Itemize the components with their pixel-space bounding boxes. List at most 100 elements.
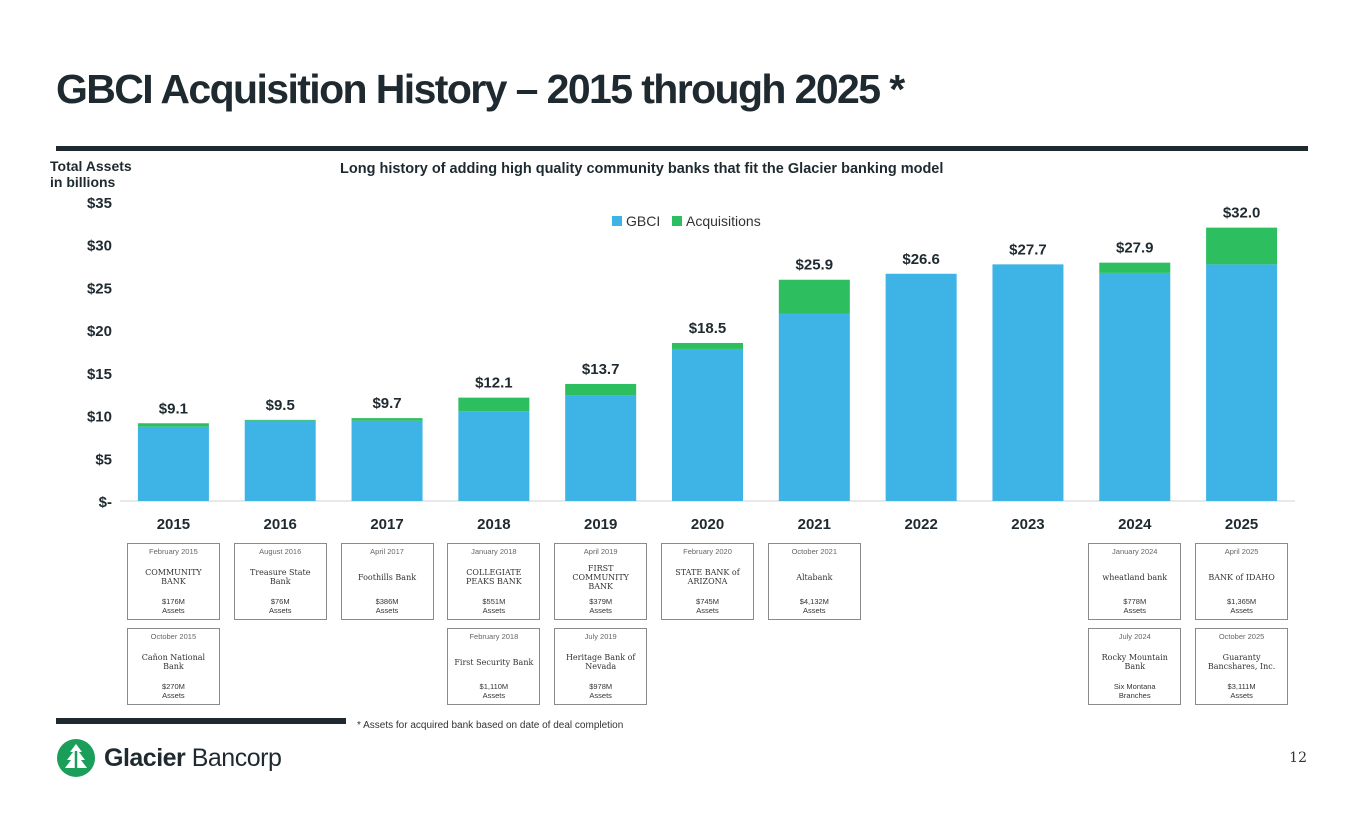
acquisition-date: October 2015 [150,632,197,641]
acquisition-date: July 2019 [584,632,617,641]
x-tick-label: 2024 [1118,516,1152,533]
acquisition-assets: $551M Assets [482,597,506,615]
chart-subtitle: Long history of adding high quality comm… [340,161,944,177]
acquired-bank-name: COMMUNITY BANK [145,568,202,586]
acquisition-card: July 2019 Heritage Bank of Nevada $978M As… [554,628,648,705]
bar-gbci [992,264,1064,501]
legend-label-gbci: GBCI [626,213,660,229]
acquired-bank-name: Treasure State Bank [250,568,311,586]
acquisition-date: July 2024 [1118,632,1151,641]
acquisition-date: February 2015 [149,547,198,556]
bar-total-label: $26.6 [902,251,940,268]
page-number: 12 [1289,750,1307,766]
brand-name-light: Bancorp [185,743,282,772]
acquisition-date: February 2018 [469,632,519,641]
glacier-mountain-icon [57,739,95,777]
y-axis-title-line2: in billions [50,174,116,190]
acquisition-card: July 2024 Rocky Mountain Bank Six Montana … [1088,628,1182,705]
acquired-bank-logo: Foothills Bank [346,562,429,592]
acquired-bank-name: Altabank [796,572,833,582]
y-tick-label: $35 [87,195,112,212]
legend-swatch-acquisitions [672,216,682,226]
acquired-bank-logo: First Security Bank [452,647,535,677]
y-axis-title: Total Assets in billions [50,158,132,190]
acquisition-card: April 2019 FIRST COMMUNITY BANK $379M Asse… [554,543,648,620]
footnote: * Assets for acquired bank based on date… [357,720,624,731]
acquisition-card: October 2025 Guaranty Bancshares, Inc. $3,… [1195,628,1289,705]
x-tick-label: 2018 [477,516,510,533]
brand-logo: Glacier Bancorp [56,738,282,778]
acquired-bank-name: FIRST COMMUNITY BANK [572,563,629,591]
bar-acquisitions [778,279,850,314]
acquisition-assets: $76M Assets [268,597,292,615]
acquired-bank-logo: STATE BANK of ARIZONA [666,562,749,592]
bar-total-label: $32.0 [1223,205,1261,222]
y-tick-label: $20 [87,323,112,340]
y-tick-label: $5 [95,451,112,468]
brand-name: Glacier Bancorp [104,743,282,773]
bar-gbci [1206,264,1278,501]
bar-gbci [244,420,316,501]
bar-acquisitions [1099,262,1171,273]
acquisition-card: February 2020 STATE BANK of ARIZONA $745M … [661,543,754,620]
acquisition-date: April 2025 [1224,547,1259,556]
bar-total-label: $12.1 [475,375,513,392]
x-tick-label: 2019 [584,516,617,533]
bar-acquisitions [672,342,743,349]
acquired-bank-logo: COLLEGIATE PEAKS BANK [452,562,535,592]
acquisition-card: February 2018 First Security Bank $1,110M … [447,628,541,705]
bar-total-label: $27.9 [1116,240,1154,257]
acquisition-date: August 2016 [259,547,302,556]
y-tick-label: $15 [87,366,112,383]
acquisition-date: April 2017 [370,547,404,556]
footnote-divider [56,718,346,724]
x-tick-label: 2021 [798,516,831,533]
acquisition-assets: $270M Assets [161,682,185,700]
acquired-bank-name: Cañon National Bank [141,653,206,671]
legend-label-acquisitions: Acquisitions [686,213,761,229]
acquisition-assets: $778M Assets [1123,597,1147,615]
acquired-bank-name: Foothills Bank [357,572,417,582]
bar-total-label: $27.7 [1009,241,1047,258]
bar-total-label: $13.7 [582,361,620,378]
y-tick-label: $30 [87,238,112,255]
acquisition-assets: $1,365M Assets [1226,597,1257,615]
acquisition-assets: $379M Assets [589,597,613,615]
acquired-bank-name: BANK of IDAHO [1208,572,1275,582]
title-divider [56,146,1308,151]
bar-acquisitions [351,418,423,421]
acquired-bank-logo: Heritage Bank of Nevada [559,647,642,677]
y-tick-label: $10 [87,409,112,426]
bar-acquisitions [565,383,637,396]
acquired-bank-logo: Rocky Mountain Bank [1093,647,1176,677]
acquisition-card: October 2015 Cañon National Bank $270M Ass… [126,628,220,705]
acquired-bank-name: COLLEGIATE PEAKS BANK [466,568,522,586]
acquisition-card: April 2017 Foothills Bank $386M Assets [340,543,434,620]
acquisition-assets: $4,132M Assets [799,597,829,615]
bar-total-label: $18.5 [689,320,727,337]
y-tick-label: $25 [87,280,112,297]
acquired-bank-logo: Altabank [773,562,856,592]
x-tick-label: 2020 [691,516,724,533]
acquired-bank-name: Rocky Mountain Bank [1101,653,1168,671]
bar-total-label: $9.5 [266,397,295,414]
acquisition-date: February 2020 [683,547,732,556]
bar-total-label: $9.1 [159,400,188,417]
acquired-bank-name: wheatland bank [1102,572,1168,582]
acquisition-assets: $978M Assets [589,682,613,700]
acquisition-card: January 2018 COLLEGIATE PEAKS BANK $551M A… [447,543,541,620]
acquisition-assets: $745M Assets [696,597,719,615]
acquisition-assets: $1,110M Assets [479,682,509,700]
bar-gbci [1099,272,1171,501]
acquired-bank-logo: Cañon National Bank [132,647,215,677]
stacked-bar-chart: $- $5 $10 $15 $20 $25 $30 $35 $9.1 2015 $9.5 2016 $9… [87,195,1295,533]
y-axis-title-line1: Total Assets [50,158,132,174]
bar-acquisitions [244,419,316,421]
bar-gbci [778,313,850,501]
acquired-bank-name: First Security Bank [454,657,534,667]
y-tick-label: $- [99,494,112,511]
brand-name-bold: Glacier [104,743,186,772]
acquired-bank-logo: Guaranty Bancshares, Inc. [1200,647,1283,677]
x-tick-label: 2015 [157,516,190,533]
acquisition-date: January 2018 [471,547,517,556]
